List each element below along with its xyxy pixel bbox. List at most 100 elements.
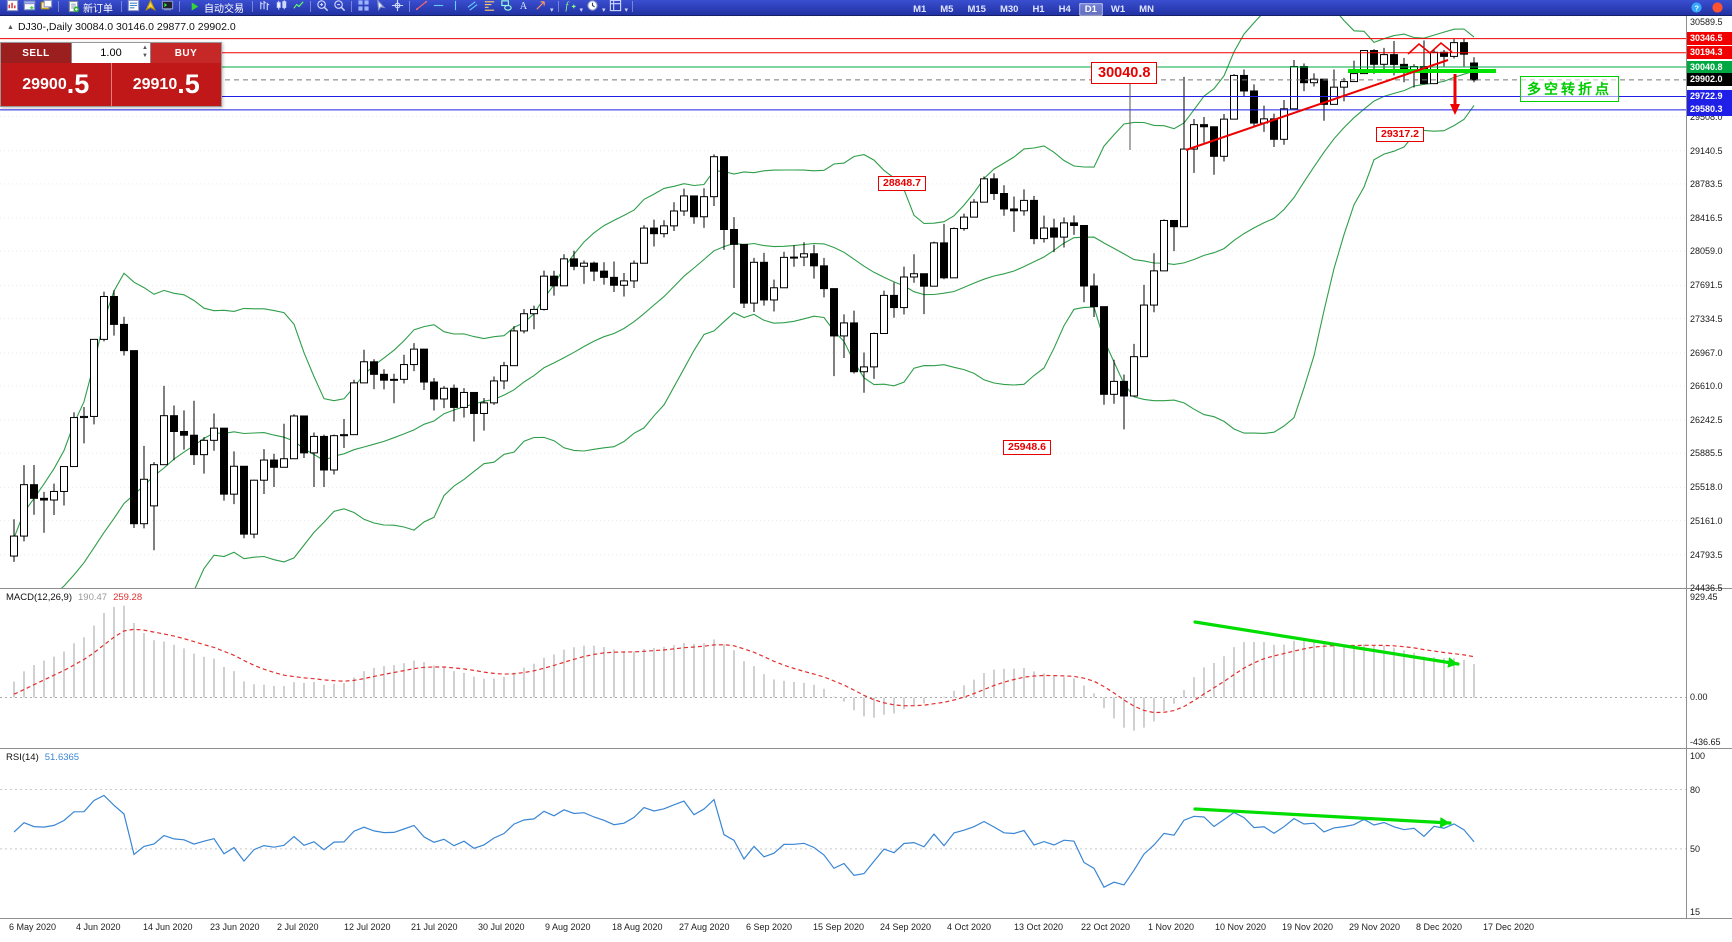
annotation-note[interactable]: 多空转折点 bbox=[1520, 76, 1619, 102]
volume-stepper[interactable]: ▲ ▼ bbox=[142, 44, 148, 60]
toolbar-left-icons bbox=[4, 0, 62, 17]
price-line-label: 29580.3 bbox=[1687, 103, 1732, 117]
price-line-label: 29722.9 bbox=[1687, 90, 1732, 104]
timeframe-M1[interactable]: M1 bbox=[907, 3, 932, 16]
timeframe-M30[interactable]: M30 bbox=[994, 3, 1024, 16]
periods-dropdown-icon[interactable]: ▾ bbox=[602, 7, 606, 14]
fibonacci-icon[interactable] bbox=[481, 0, 498, 13]
new-order-button[interactable]: 新订单 bbox=[62, 0, 118, 15]
toolbar-separator bbox=[632, 1, 634, 12]
line-chart-icon[interactable] bbox=[290, 0, 307, 13]
price-divider bbox=[110, 63, 112, 106]
rsi-indicator-canvas[interactable] bbox=[0, 750, 1686, 918]
shapes-icon[interactable] bbox=[498, 0, 515, 13]
panel-divider[interactable] bbox=[0, 588, 1732, 589]
price-axis-label: 27691.5 bbox=[1690, 280, 1723, 291]
price-callout[interactable]: 28848.7 bbox=[878, 176, 926, 191]
timeframe-H1[interactable]: H1 bbox=[1026, 3, 1050, 16]
app-icon[interactable] bbox=[4, 0, 21, 13]
alert-icon[interactable] bbox=[1709, 0, 1726, 15]
price-axis-label: 25161.0 bbox=[1690, 515, 1723, 526]
toolbar: 新订单 自动交易 A ▾ f ▾ ▾ ▾ M1 M5 M15 M30 H1 H4 D1 W1 MN ? bbox=[0, 0, 1732, 16]
crosshair-icon[interactable] bbox=[389, 0, 406, 13]
panel-divider[interactable] bbox=[0, 748, 1732, 749]
time-axis-label: 13 Oct 2020 bbox=[1014, 922, 1064, 932]
chart-profiles-icon[interactable] bbox=[38, 0, 55, 13]
text-label-icon[interactable]: A bbox=[515, 0, 532, 13]
price-axis[interactable]: 30589.5 29508.0 29140.5 28783.5 28416.5 28059… bbox=[1687, 0, 1732, 918]
macd-indicator-canvas[interactable] bbox=[0, 590, 1686, 748]
trend-line-icon[interactable] bbox=[413, 0, 430, 13]
help-icon[interactable]: ? bbox=[1688, 0, 1705, 15]
time-axis-label: 17 Dec 2020 bbox=[1483, 922, 1535, 932]
svg-text:f: f bbox=[565, 1, 570, 12]
candlestick-chart-icon[interactable] bbox=[273, 0, 290, 13]
toolbar-separator bbox=[409, 1, 410, 12]
templates-dropdown-icon[interactable]: ▾ bbox=[624, 7, 629, 14]
buy-button[interactable]: BUY bbox=[151, 43, 221, 63]
bar-chart-icon[interactable] bbox=[256, 0, 273, 13]
auto-trading-button[interactable]: 自动交易 bbox=[183, 0, 249, 15]
timeframe-MN[interactable]: MN bbox=[1133, 3, 1160, 16]
time-axis-label: 1 Nov 2020 bbox=[1148, 922, 1195, 932]
price-line-label: 30040.8 bbox=[1687, 60, 1732, 74]
time-axis[interactable]: 6 May 2020 4 Jun 2020 14 Jun 2020 23 Jun 20… bbox=[0, 919, 1686, 942]
new-chart-icon[interactable] bbox=[21, 0, 38, 13]
time-axis-label: 6 May 2020 bbox=[9, 922, 57, 932]
timeframe-M5[interactable]: M5 bbox=[934, 3, 959, 16]
terminal-icon[interactable] bbox=[159, 0, 176, 13]
price-axis-label: 29508.0 bbox=[1690, 111, 1723, 122]
horizontal-line-icon[interactable] bbox=[430, 0, 447, 13]
vertical-line-icon[interactable] bbox=[447, 0, 464, 13]
tile-windows-icon[interactable] bbox=[355, 0, 372, 13]
timeframe-H4[interactable]: H4 bbox=[1053, 3, 1077, 16]
toolbar-window-icons bbox=[118, 0, 183, 17]
equidistant-channel-icon[interactable] bbox=[464, 0, 481, 13]
arrows-dropdown-icon[interactable]: ▾ bbox=[550, 7, 554, 14]
zoom-in-icon[interactable] bbox=[314, 0, 331, 13]
indicators-dropdown-icon[interactable]: ▾ bbox=[579, 7, 584, 14]
indicators-icon[interactable]: f bbox=[562, 0, 579, 13]
price-callout[interactable]: 30040.8 bbox=[1091, 62, 1158, 84]
arrows-icon[interactable] bbox=[532, 0, 549, 13]
timeframe-buttons: M1 M5 M15 M30 H1 H4 D1 W1 MN bbox=[906, 0, 1161, 17]
price-axis-label: 28783.5 bbox=[1690, 178, 1723, 189]
time-axis-label: 15 Sep 2020 bbox=[813, 922, 865, 932]
price-axis-label: 24793.5 bbox=[1690, 549, 1723, 560]
time-axis-label: 23 Jun 2020 bbox=[210, 922, 260, 932]
one-click-toggle-icon[interactable]: ▲ bbox=[7, 23, 14, 31]
periods-icon[interactable] bbox=[584, 0, 601, 13]
volume-input[interactable]: 1.00 ▲ ▼ bbox=[71, 43, 151, 63]
time-axis-label: 19 Nov 2020 bbox=[1282, 922, 1334, 932]
market-watch-icon[interactable] bbox=[125, 0, 142, 13]
toolbar-separator bbox=[557, 1, 559, 12]
cursor-icon[interactable] bbox=[372, 0, 389, 13]
ask-price[interactable]: 29910.5 bbox=[132, 69, 200, 99]
price-callout[interactable]: 29317.2 bbox=[1376, 127, 1424, 142]
templates-icon[interactable] bbox=[607, 0, 624, 13]
toolbar-separator bbox=[179, 1, 180, 12]
price-axis-label: 28416.5 bbox=[1690, 213, 1723, 223]
price-axis-label: 25518.0 bbox=[1690, 482, 1723, 493]
zoom-out-icon[interactable] bbox=[331, 0, 348, 13]
toolbar-separator bbox=[252, 1, 253, 12]
timeframe-M15[interactable]: M15 bbox=[961, 3, 991, 16]
main-chart-canvas[interactable] bbox=[0, 16, 1686, 588]
timeframe-W1[interactable]: W1 bbox=[1105, 3, 1131, 16]
chart-ohlc-title: DJ30-,Daily 30084.0 30146.0 29877.0 2990… bbox=[17, 21, 236, 33]
bid-price[interactable]: 29900.5 bbox=[22, 69, 90, 99]
price-line-label: 29902.0 bbox=[1687, 73, 1732, 87]
rsi-axis-label: 80 bbox=[1690, 784, 1701, 795]
toolbar-separator bbox=[121, 1, 122, 12]
price-callout[interactable]: 25948.6 bbox=[1003, 440, 1051, 455]
time-axis-label: 29 Nov 2020 bbox=[1349, 922, 1401, 932]
time-axis-label: 4 Jun 2020 bbox=[76, 922, 121, 932]
timeframe-D1[interactable]: D1 bbox=[1078, 2, 1103, 16]
toolbar-separator bbox=[310, 1, 311, 12]
price-axis-label: 24436.5 bbox=[1690, 583, 1723, 593]
sell-button[interactable]: SELL bbox=[1, 43, 71, 63]
time-axis-label: 27 Aug 2020 bbox=[679, 922, 730, 932]
toolbar-separator bbox=[351, 1, 352, 12]
navigator-icon[interactable] bbox=[142, 0, 159, 13]
